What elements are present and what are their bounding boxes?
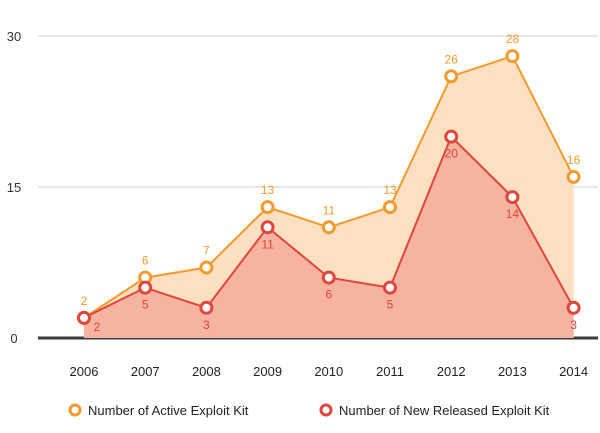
y-tick-label: 15 <box>7 180 21 195</box>
data-label-new-2012: 20 <box>445 147 459 161</box>
data-label-new-2009: 11 <box>261 237 274 251</box>
point-new-2008 <box>199 300 214 315</box>
point-new-2006 <box>77 310 91 325</box>
x-tick-label-2006: 2006 <box>70 364 99 379</box>
x-tick-label-2007: 2007 <box>131 364 160 379</box>
data-label-active-2012: 26 <box>445 52 459 66</box>
data-label-active-2014: 16 <box>567 153 581 167</box>
data-label-new-2013: 14 <box>506 207 520 221</box>
x-tick-label-2013: 2013 <box>498 364 527 379</box>
data-label-new-2011: 5 <box>387 298 394 312</box>
x-tick-label-2009: 2009 <box>253 364 282 379</box>
point-active-2012 <box>444 69 459 84</box>
point-active-2014 <box>566 169 581 184</box>
point-new-2007 <box>138 280 153 295</box>
point-active-2010 <box>321 220 336 235</box>
area-new-released-exploit-kit <box>84 136 574 338</box>
y-tick-label: 30 <box>7 29 21 44</box>
point-new-2009 <box>260 220 275 235</box>
data-label-new-2007: 5 <box>142 298 149 312</box>
legend-new-released-exploit-kit-label: Number of New Released Exploit Kit <box>339 403 550 418</box>
x-tick-label-2012: 2012 <box>437 364 466 379</box>
x-tick-label-2014: 2014 <box>559 364 588 379</box>
y-tick-label: 0 <box>10 331 17 346</box>
point-new-2014 <box>566 300 581 315</box>
data-label-new-2008: 3 <box>203 318 210 332</box>
data-label-active-2008: 7 <box>203 244 210 258</box>
legend-active-exploit-kit-marker <box>68 403 82 417</box>
data-label-active-2010: 11 <box>323 203 336 217</box>
data-label-active-2006: 2 <box>81 294 88 308</box>
data-label-new-2014: 3 <box>570 318 577 332</box>
data-label-active-2011: 13 <box>383 183 397 197</box>
point-new-2010 <box>321 270 336 285</box>
data-label-active-2007: 6 <box>142 254 149 268</box>
legend-new-released-exploit-kit-marker <box>319 403 333 417</box>
x-axis-ticks: 2006 2007 2008 2009 2010 2011 2012 2013 2014 <box>70 364 589 379</box>
legend: Number of Active Exploit Kit Number of Ne… <box>68 403 550 418</box>
data-label-active-2009: 13 <box>261 183 275 197</box>
point-active-2009 <box>260 200 275 215</box>
data-label-active-2013: 28 <box>506 32 520 46</box>
point-new-2013 <box>505 190 520 205</box>
x-tick-label-2010: 2010 <box>314 364 343 379</box>
x-tick-label-2008: 2008 <box>192 364 221 379</box>
x-tick-label-2011: 2011 <box>376 364 404 379</box>
point-active-2011 <box>383 200 397 215</box>
point-new-2011 <box>383 280 397 295</box>
series-points <box>77 49 581 325</box>
point-active-2008 <box>199 260 214 275</box>
data-label-new-2010: 6 <box>325 288 332 302</box>
point-active-2013 <box>505 49 520 64</box>
legend-active-exploit-kit-label: Number of Active Exploit Kit <box>88 403 249 418</box>
point-new-2012 <box>444 129 459 144</box>
data-label-new-2006: 2 <box>94 320 101 334</box>
y-axis-ticks: 0 15 30 <box>7 29 21 346</box>
